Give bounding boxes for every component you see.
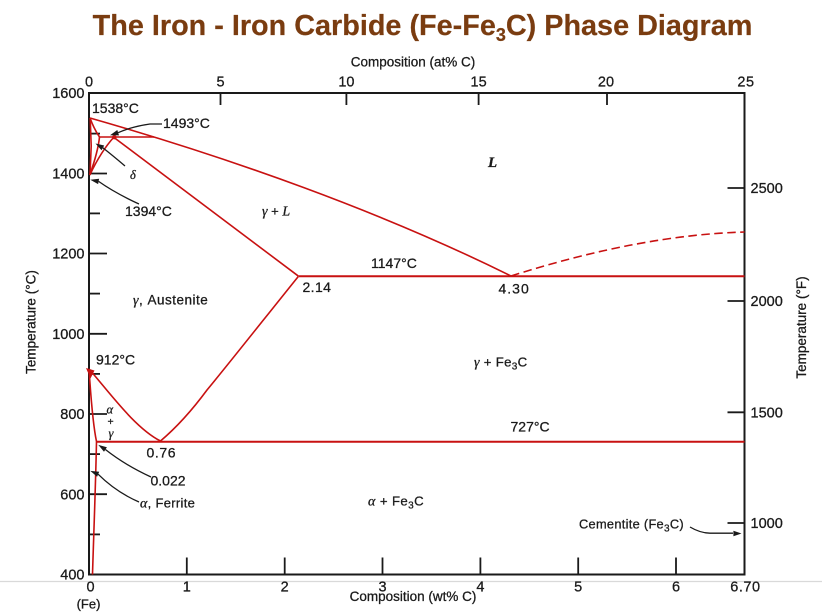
svg-text:0: 0	[86, 580, 94, 596]
svg-text:2: 2	[281, 580, 289, 596]
svg-text:1000: 1000	[52, 327, 84, 343]
svg-text:1394°C: 1394°C	[125, 203, 172, 219]
svg-text:20: 20	[598, 75, 614, 91]
svg-text:L: L	[487, 155, 497, 171]
svg-text:α + Fe3C: α + Fe3C	[368, 494, 424, 512]
svg-text:1500: 1500	[751, 406, 783, 422]
svg-text:1000: 1000	[751, 516, 783, 532]
svg-text:Temperature (°C): Temperature (°C)	[24, 270, 39, 374]
svg-text:1: 1	[183, 580, 191, 596]
svg-text:6: 6	[672, 580, 680, 596]
svg-text:400: 400	[60, 568, 84, 584]
svg-text:+: +	[108, 416, 114, 428]
svg-text:800: 800	[60, 407, 84, 423]
svg-text:727°C: 727°C	[511, 419, 550, 435]
svg-text:5: 5	[574, 580, 582, 596]
svg-text:4.30: 4.30	[499, 281, 530, 297]
svg-text:912°C: 912°C	[96, 352, 135, 368]
svg-text:γ, Austenite: γ, Austenite	[133, 293, 208, 309]
svg-text:10: 10	[338, 75, 354, 91]
svg-text:The Iron - Iron Carbide (Fe-Fe: The Iron - Iron Carbide (Fe-Fe3C) Phase …	[93, 10, 753, 45]
svg-text:1493°C: 1493°C	[163, 115, 210, 131]
svg-text:δ: δ	[130, 168, 136, 182]
svg-text:Composition (wt% C): Composition (wt% C)	[350, 589, 477, 604]
svg-text:0: 0	[85, 75, 93, 91]
svg-text:1200: 1200	[52, 247, 84, 263]
svg-text:4: 4	[476, 580, 484, 596]
svg-text:α, Ferrite: α, Ferrite	[140, 496, 195, 512]
svg-text:2000: 2000	[751, 294, 783, 310]
svg-text:600: 600	[60, 487, 84, 503]
svg-text:5: 5	[216, 75, 224, 91]
svg-text:γ + L: γ + L	[262, 204, 290, 220]
svg-text:2.14: 2.14	[303, 279, 332, 295]
svg-text:Temperature (°F): Temperature (°F)	[794, 276, 809, 378]
svg-text:γ: γ	[109, 427, 115, 441]
svg-text:6.70: 6.70	[730, 580, 760, 596]
svg-text:3: 3	[378, 580, 386, 596]
svg-text:2500: 2500	[751, 181, 783, 197]
svg-text:Composition (at% C): Composition (at% C)	[351, 55, 476, 70]
svg-text:15: 15	[471, 75, 487, 91]
svg-text:0.76: 0.76	[147, 445, 177, 461]
svg-text:1600: 1600	[52, 86, 84, 102]
svg-text:0.022: 0.022	[151, 473, 186, 489]
svg-text:(Fe): (Fe)	[77, 597, 101, 612]
svg-text:25: 25	[737, 75, 754, 91]
svg-text:1400: 1400	[52, 167, 84, 183]
svg-text:α: α	[107, 403, 114, 417]
svg-text:1147°C: 1147°C	[371, 255, 417, 271]
svg-text:1538°C: 1538°C	[92, 100, 139, 116]
svg-text:γ + Fe3C: γ + Fe3C	[474, 355, 528, 373]
svg-text:Cementite (Fe3C): Cementite (Fe3C)	[579, 517, 684, 535]
